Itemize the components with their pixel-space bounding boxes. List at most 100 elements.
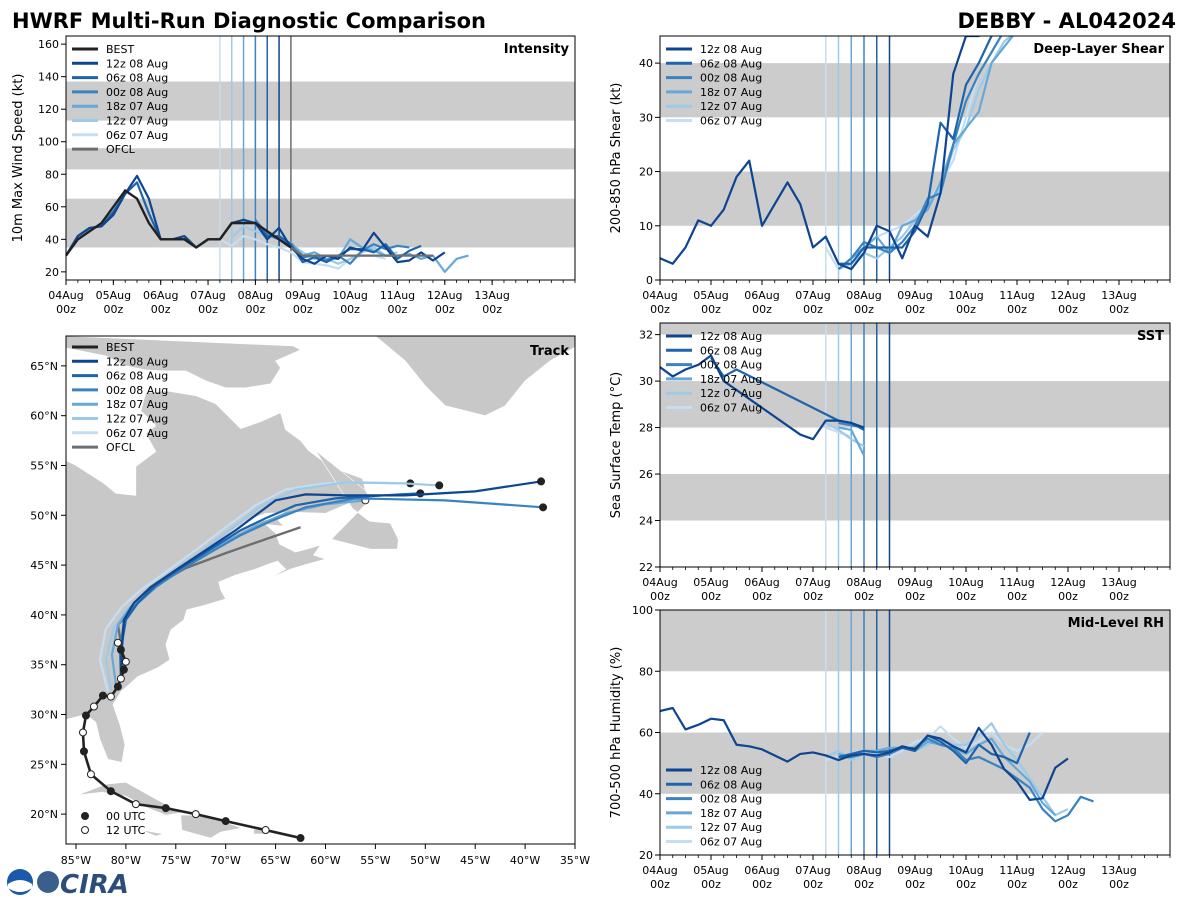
x-tick-label: 00z xyxy=(956,878,976,891)
x-tick-label: 06Aug xyxy=(744,576,779,589)
marker-legend-swatch xyxy=(81,812,89,820)
legend-label: 18z 07 Aug xyxy=(106,100,168,113)
plot-area-intensity xyxy=(66,36,575,280)
y-tick-label: 28 xyxy=(639,422,653,435)
legend-label: BEST xyxy=(106,341,134,354)
panel-title: Intensity xyxy=(504,42,570,57)
x-tick-label: 00z xyxy=(752,590,772,603)
x-tick-label: 12Aug xyxy=(1050,576,1085,589)
y-tick-label: 160 xyxy=(38,38,59,51)
x-tick-label: 09Aug xyxy=(897,289,932,302)
legend-label: 00z 08 Aug xyxy=(700,359,762,372)
x-tick-label: 00z xyxy=(803,590,823,603)
shaded-band xyxy=(660,63,1170,118)
x-tick-label: 07Aug xyxy=(795,289,830,302)
best-track-marker xyxy=(296,834,305,843)
x-tick-label: 80°W xyxy=(111,854,141,867)
cira-logo: CIRA xyxy=(7,869,129,900)
ofcl-line xyxy=(290,246,433,257)
noaa-wave-icon xyxy=(8,880,32,892)
x-tick-label: 85°W xyxy=(61,854,91,867)
x-tick-label: 00z xyxy=(435,303,455,316)
legend-label: 06z 07 Aug xyxy=(700,836,762,849)
x-tick-label: 07Aug xyxy=(795,864,830,877)
x-tick-label: 06Aug xyxy=(744,289,779,302)
figure-title: HWRF Multi-Run Diagnostic Comparison xyxy=(12,9,486,33)
x-tick-label: 00z xyxy=(340,303,360,316)
track-06z-07-Aug xyxy=(98,481,411,692)
y-tick-label: 40 xyxy=(45,233,59,246)
x-tick-label: 00z xyxy=(246,303,266,316)
best-track-marker xyxy=(191,810,200,819)
x-tick-label: 05Aug xyxy=(693,864,728,877)
x-tick-label: 00z xyxy=(650,878,670,891)
x-tick-label: 12Aug xyxy=(1050,289,1085,302)
shaded-band xyxy=(660,323,1170,335)
plot-area-sst xyxy=(660,323,1170,567)
best-track-marker xyxy=(131,800,140,809)
plot-area-track xyxy=(66,336,575,843)
x-tick-label: 13Aug xyxy=(1101,864,1136,877)
x-tick-label: 70°W xyxy=(210,854,240,867)
y-tick-label: 65°N xyxy=(30,360,58,373)
y-tick-label: 45°N xyxy=(30,559,58,572)
best-track-marker xyxy=(98,691,107,700)
x-tick-label: 00z xyxy=(1007,590,1027,603)
best-track-marker xyxy=(106,787,115,796)
y-tick-label: 30 xyxy=(639,375,653,388)
legend-label: 06z 08 Aug xyxy=(106,72,168,85)
track-marker xyxy=(435,481,444,490)
legend-label: 00z 08 Aug xyxy=(700,793,762,806)
x-tick-label: 10Aug xyxy=(332,289,367,302)
storm-id: DEBBY - AL042024 xyxy=(958,9,1177,33)
x-tick-label: 09Aug xyxy=(897,576,932,589)
panel-rh: 2040608010004Aug00z05Aug00z06Aug00z07Aug… xyxy=(609,604,1171,891)
track-marker xyxy=(537,477,546,486)
x-tick-label: 11Aug xyxy=(999,576,1034,589)
y-tick-label: 30 xyxy=(639,111,653,124)
x-tick-label: 00z xyxy=(701,303,721,316)
x-tick-label: 35°W xyxy=(560,854,590,867)
x-tick-label: 00z xyxy=(482,303,502,316)
y-tick-label: 50°N xyxy=(30,509,58,522)
y-axis-label: 10m Max Wind Speed (kt) xyxy=(11,74,26,243)
x-tick-label: 00z xyxy=(1109,590,1129,603)
marker-legend-label: 00 UTC xyxy=(106,810,146,823)
y-tick-label: 40 xyxy=(639,57,653,70)
x-tick-label: 00z xyxy=(803,303,823,316)
x-tick-label: 13Aug xyxy=(1101,289,1136,302)
x-tick-label: 00z xyxy=(198,303,218,316)
x-tick-label: 06Aug xyxy=(744,864,779,877)
y-tick-label: 22 xyxy=(639,561,653,574)
y-tick-label: 0 xyxy=(646,274,653,287)
csu-logo-icon xyxy=(37,871,59,893)
legend-label: 00z 08 Aug xyxy=(700,72,762,85)
legend-label: 06z 07 Aug xyxy=(106,129,168,142)
y-tick-label: 40 xyxy=(639,788,653,801)
x-tick-label: 00z xyxy=(701,878,721,891)
legend-label: 06z 07 Aug xyxy=(700,402,762,415)
legend-label: 06z 08 Aug xyxy=(106,370,168,383)
x-tick-label: 00z xyxy=(650,590,670,603)
y-axis-label: 700-500 hPa Humidity (%) xyxy=(609,647,624,819)
plot-area-rh xyxy=(660,610,1170,855)
best-track-marker xyxy=(86,770,95,779)
x-tick-label: 05Aug xyxy=(693,289,728,302)
panel-intensity: 2040608010012014016004Aug00z05Aug00z06Au… xyxy=(11,35,576,316)
legend-label: 06z 07 Aug xyxy=(106,427,168,440)
y-tick-label: 60 xyxy=(45,201,59,214)
x-tick-label: 10Aug xyxy=(948,576,983,589)
x-tick-label: 00z xyxy=(854,590,874,603)
shaded-band xyxy=(660,171,1170,226)
track-marker xyxy=(539,503,548,512)
x-tick-label: 45°W xyxy=(460,854,490,867)
x-tick-label: 08Aug xyxy=(846,864,881,877)
best-track-marker xyxy=(106,692,115,701)
x-tick-label: 60°W xyxy=(310,854,340,867)
x-tick-label: 05Aug xyxy=(693,576,728,589)
x-tick-label: 00z xyxy=(752,878,772,891)
x-tick-label: 00z xyxy=(293,303,313,316)
